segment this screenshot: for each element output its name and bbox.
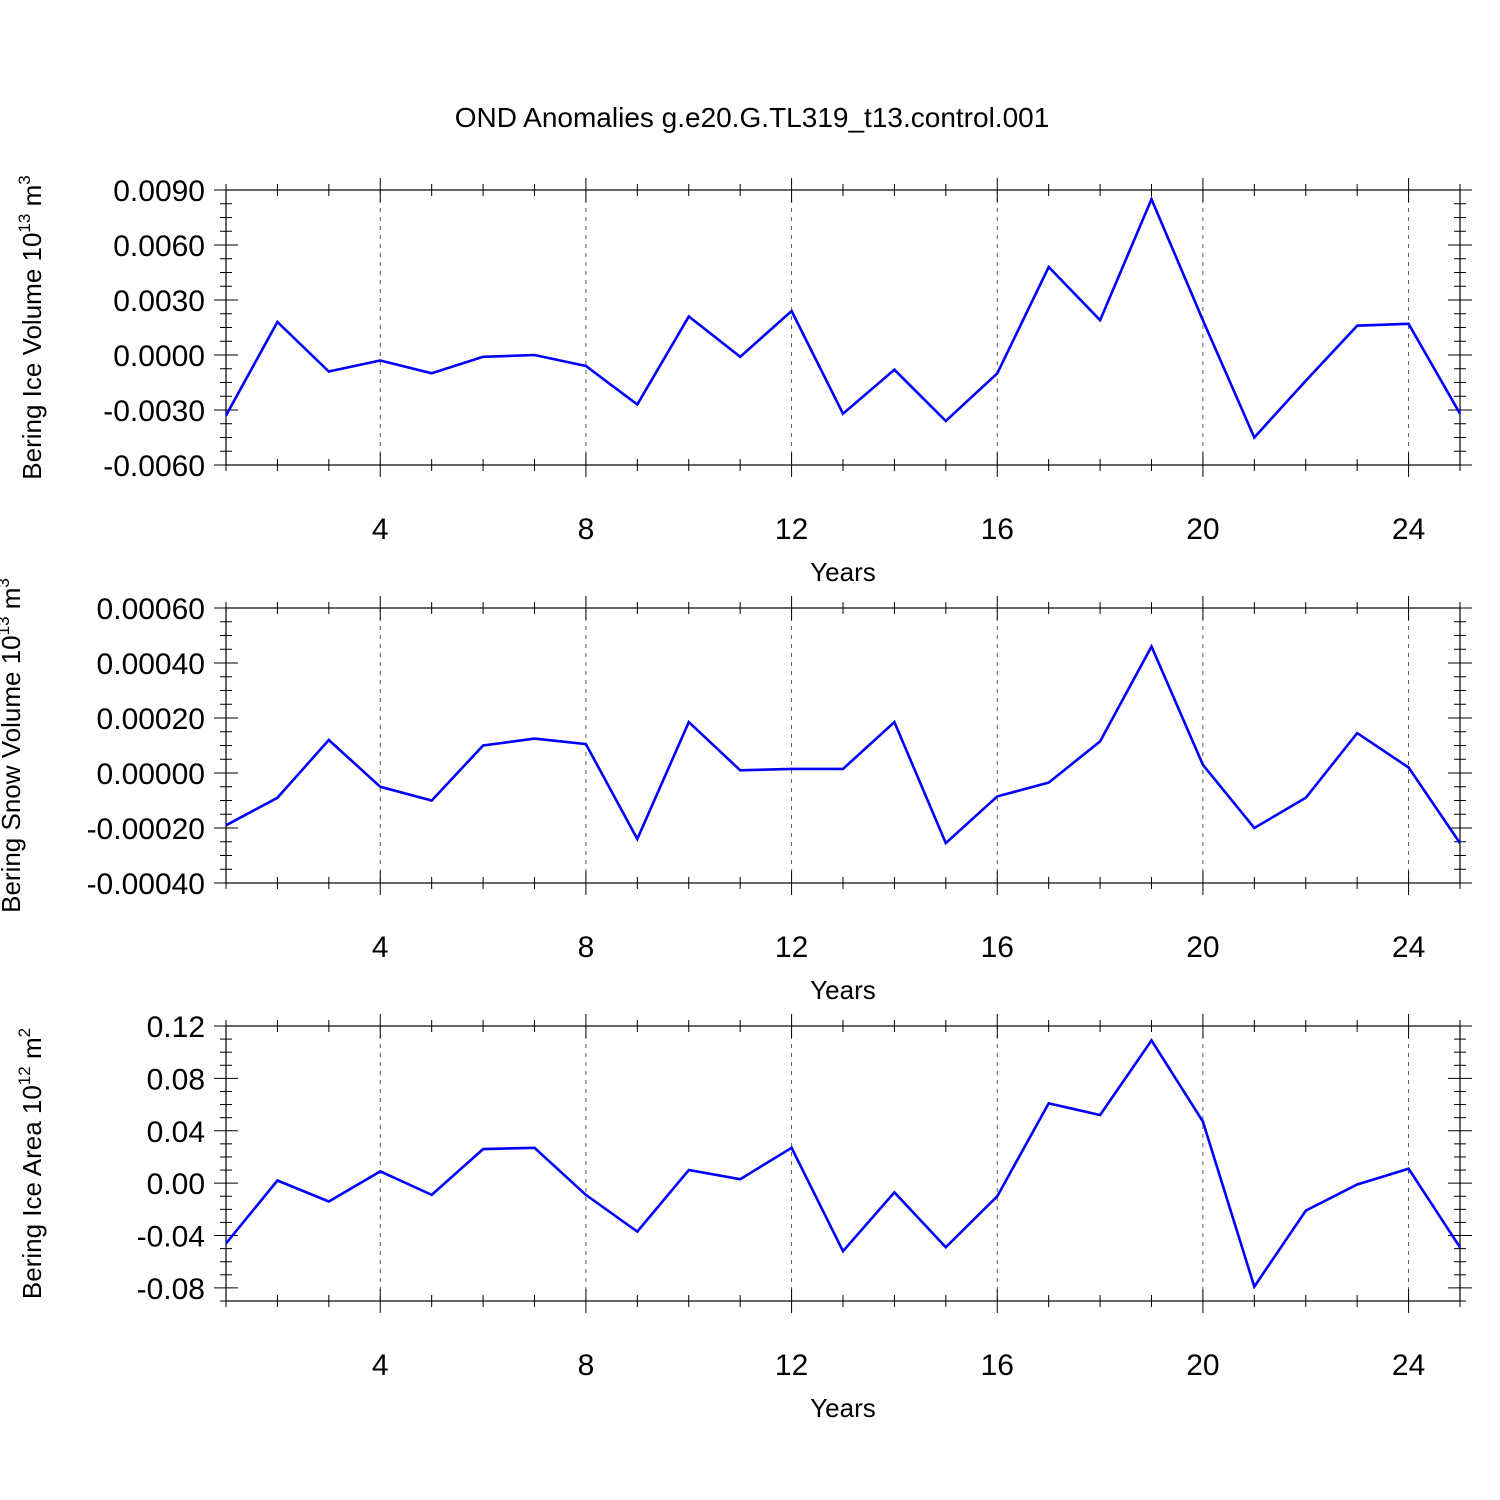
x-tick-label: 24 — [1392, 513, 1425, 546]
x-tick-label: 16 — [981, 513, 1014, 546]
x-tick-label: 12 — [775, 931, 808, 964]
x-tick-label: 4 — [372, 513, 389, 546]
y-axis-label-unit-exponent: 2 — [15, 1028, 34, 1037]
panel-3: -0.08 -0.04 0.00 0.04 0.08 0.12 4 8 12 16 20 24 Year… — [15, 1011, 1472, 1423]
panel-1: -0.0060 -0.0030 0.0000 0.0030 0.0060 0.0090 4 8… — [15, 175, 1472, 587]
y-axis-label-exponent: 12 — [15, 1066, 34, 1085]
y-tick-label: -0.04 — [137, 1221, 205, 1254]
y-axis-label: Bering Snow Volume 1013 m3 — [0, 578, 26, 913]
x-tick-label: 8 — [578, 513, 595, 546]
y-axis-label-text: Bering Snow Volume 10 — [0, 635, 26, 913]
x-axis-label: Years — [810, 975, 876, 1005]
x-tick-label: 20 — [1186, 1349, 1219, 1382]
x-tick-label: 24 — [1392, 1349, 1425, 1382]
y-axis-label-exponent: 13 — [0, 616, 13, 635]
y-tick-label: -0.08 — [137, 1273, 205, 1306]
x-tick-label: 16 — [981, 931, 1014, 964]
y-tick-label: 0.04 — [147, 1116, 205, 1149]
x-axis-label: Years — [810, 1393, 876, 1423]
y-tick-label: -0.00040 — [87, 868, 205, 901]
series-line — [224, 195, 1462, 440]
y-axis-label-text: Bering Ice Area 10 — [17, 1085, 47, 1299]
y-tick-label: 0.00020 — [97, 703, 205, 736]
y-axis-label: Bering Ice Area 1012 m2 — [15, 1028, 47, 1299]
x-axis-label: Years — [810, 557, 876, 587]
y-axis-label-text: Bering Ice Volume 10 — [17, 233, 47, 480]
x-tick-label: 8 — [578, 1349, 595, 1382]
figure-title: OND Anomalies g.e20.G.TL319_t13.control.… — [455, 102, 1050, 133]
plot-frame — [225, 607, 1461, 884]
x-tick-label: 4 — [372, 1349, 389, 1382]
series-line — [224, 1038, 1462, 1290]
y-tick-label: 0.00 — [147, 1168, 205, 1201]
y-tick-label: 0.00060 — [97, 593, 205, 626]
y-tick-label: 0.0060 — [113, 230, 205, 263]
y-tick-label: 0.0090 — [113, 175, 205, 208]
panels: -0.0060 -0.0030 0.0000 0.0030 0.0060 0.0090 4 8… — [0, 175, 1472, 1423]
y-axis-label-unit-exponent: 3 — [15, 175, 34, 184]
series-line — [225, 643, 1462, 846]
y-axis-label-unit: m — [17, 185, 47, 214]
x-tick-label: 4 — [372, 931, 389, 964]
x-tick-label: 24 — [1392, 931, 1425, 964]
y-axis-label-unit-exponent: 3 — [0, 578, 13, 587]
plot-frame — [225, 189, 1461, 466]
y-tick-label: 0.00000 — [97, 758, 205, 791]
x-tick-label: 16 — [981, 1349, 1014, 1382]
x-tick-label: 20 — [1186, 931, 1219, 964]
y-tick-label: -0.0060 — [103, 450, 205, 483]
y-axis-label-exponent: 13 — [15, 214, 34, 233]
y-axis-label-unit: m — [0, 588, 26, 617]
x-tick-label: 8 — [578, 931, 595, 964]
y-tick-label: 0.0000 — [113, 340, 205, 373]
y-tick-label: -0.0030 — [103, 395, 205, 428]
y-tick-label: 0.0030 — [113, 285, 205, 318]
x-tick-label: 12 — [775, 1349, 808, 1382]
panel-2: -0.00040 -0.00020 0.00000 0.00020 0.00040 0.0… — [0, 578, 1472, 1005]
y-tick-label: 0.12 — [147, 1011, 205, 1044]
y-tick-label: -0.00020 — [87, 813, 205, 846]
y-tick-label: 0.08 — [147, 1063, 205, 1096]
plot-frame — [225, 1025, 1461, 1302]
y-axis-label: Bering Ice Volume 1013 m3 — [15, 175, 47, 479]
y-tick-label: 0.00040 — [97, 648, 205, 681]
x-tick-label: 20 — [1186, 513, 1219, 546]
x-tick-label: 12 — [775, 513, 808, 546]
y-axis-label-unit: m — [17, 1037, 47, 1066]
